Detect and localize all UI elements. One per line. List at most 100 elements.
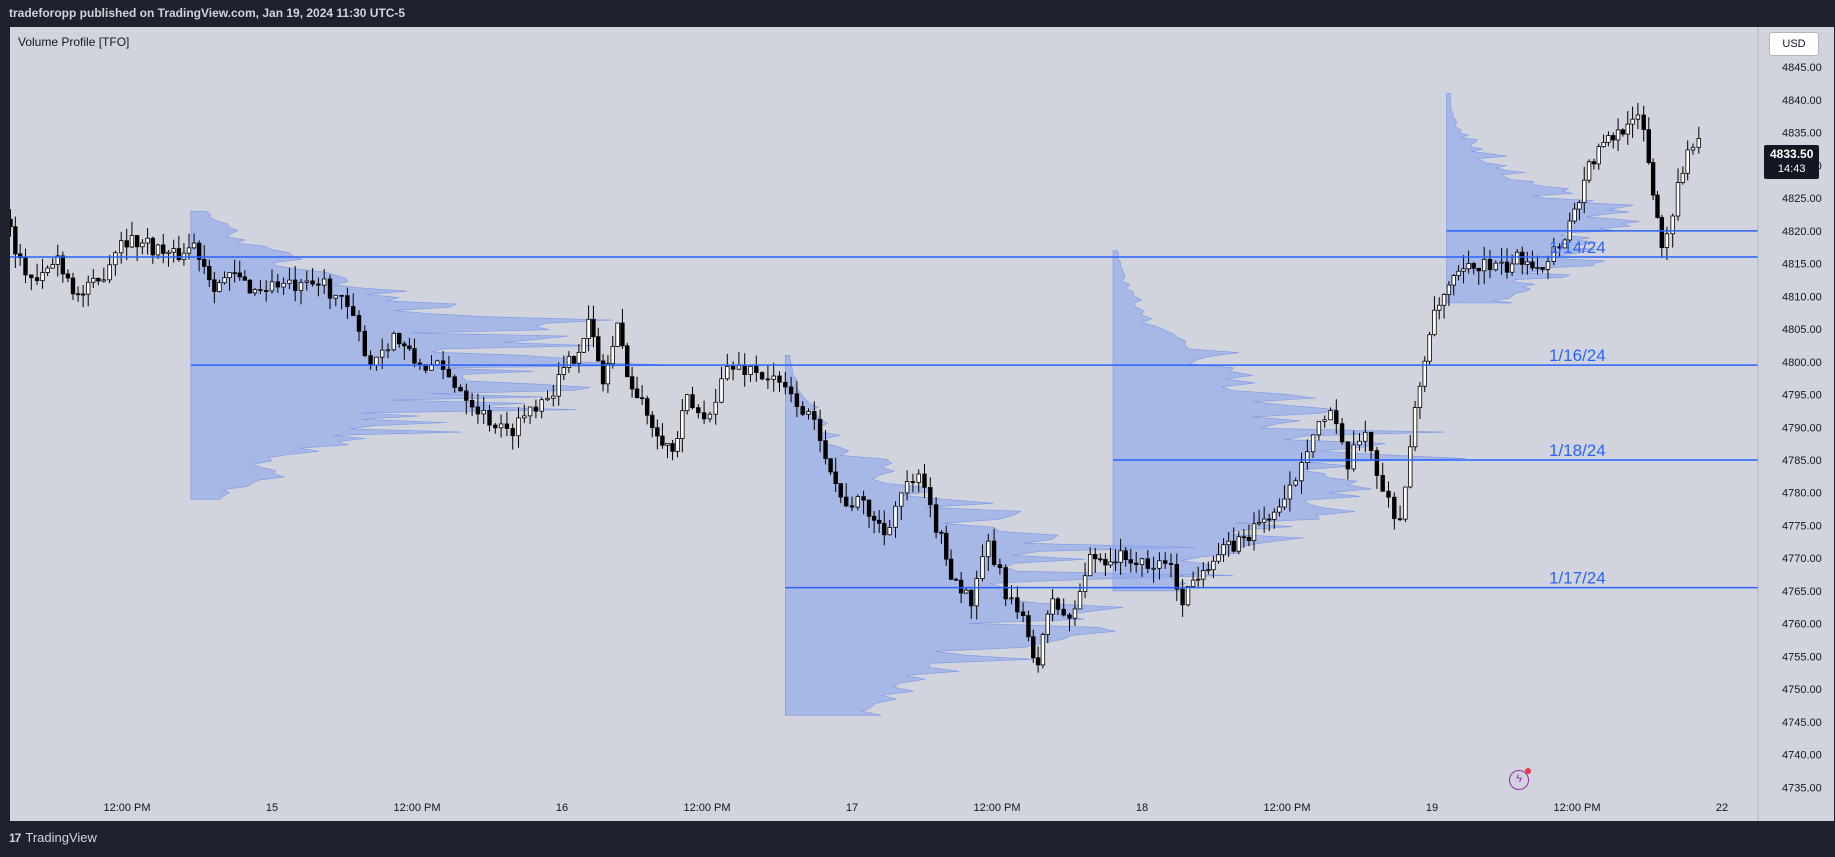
indicator-legend-label[interactable]: Volume Profile [TFO]: [18, 35, 130, 49]
candle-down: [690, 394, 695, 408]
candle-up: [887, 527, 892, 536]
candle-down: [882, 522, 887, 536]
candle-down: [1103, 558, 1108, 566]
candle-up: [1322, 419, 1327, 422]
time-tick-label: 18: [1136, 802, 1148, 814]
last-price-value: 4833.50: [1770, 147, 1814, 161]
price-tick-label: 4845.00: [1782, 62, 1822, 74]
candle-up: [1045, 613, 1050, 635]
candle-up: [1586, 161, 1592, 181]
candle-up: [1305, 451, 1310, 463]
candle-up: [1272, 511, 1277, 520]
tradingview-logo-icon: 17: [9, 830, 21, 845]
candle-up: [527, 406, 533, 417]
candle-up: [610, 346, 615, 365]
candle-up: [1670, 215, 1675, 235]
candle-up: [748, 365, 753, 375]
candle-up: [586, 318, 591, 339]
time-tick-label: 12:00 PM: [1553, 802, 1600, 814]
candle-down: [948, 558, 954, 580]
candle-down: [1397, 518, 1403, 521]
candle-down: [1386, 490, 1391, 498]
candle-down: [10, 218, 13, 228]
candle-down: [1374, 450, 1380, 476]
candle-up: [855, 496, 860, 508]
price-tick-label: 4765.00: [1782, 586, 1822, 598]
candle-down: [1380, 475, 1385, 492]
plot-layer: 1/14/24 1/16/24 1/18/24 1/17/24: [10, 93, 1758, 716]
candle-down: [1646, 129, 1651, 163]
candle-down: [817, 418, 823, 442]
price-chart[interactable]: 1/14/24 1/16/24 1/18/24 1/17/24 4845.00 4840.…: [10, 27, 1834, 821]
candle-down: [788, 386, 794, 395]
candle-down: [742, 365, 747, 375]
candle-down: [1339, 423, 1345, 443]
candle-down: [1611, 135, 1616, 141]
candle-up: [605, 363, 611, 385]
candle-up: [1625, 123, 1630, 135]
candle-down: [861, 496, 866, 501]
candle-up: [45, 267, 50, 273]
chart-area[interactable]: 1/14/24 1/16/24 1/18/24 1/17/24 4845.00 4840.…: [10, 27, 1834, 821]
candle-down: [1659, 217, 1665, 248]
candle-up: [1525, 261, 1530, 265]
candle-down: [800, 406, 805, 415]
volume-profile-3: [1112, 250, 1466, 592]
candle-up: [1514, 251, 1520, 265]
candle-up: [1108, 561, 1113, 566]
candle-up: [1072, 608, 1078, 619]
price-tick-label: 4805.00: [1782, 324, 1822, 336]
candle-down: [417, 362, 423, 365]
candle-down: [339, 294, 344, 297]
price-tick-label: 4820.00: [1782, 226, 1822, 238]
candle-down: [953, 578, 959, 581]
candle-up: [40, 272, 45, 282]
candle-up: [298, 281, 304, 291]
candle-down: [412, 348, 417, 364]
price-tick-label: 4755.00: [1782, 651, 1822, 663]
candle-down: [777, 375, 782, 383]
candle-up: [1680, 172, 1686, 184]
candle-down: [1128, 559, 1133, 564]
candle-up: [1696, 137, 1701, 148]
candle-down: [350, 306, 356, 316]
candle-up: [556, 374, 561, 397]
candle-down: [1650, 162, 1656, 196]
candle-up: [50, 264, 55, 269]
candle-up: [1545, 260, 1551, 270]
candle-up: [222, 277, 227, 284]
candle-up: [374, 356, 379, 366]
candle-up: [1226, 540, 1231, 546]
candle-down: [493, 424, 498, 429]
candle-down: [991, 540, 997, 566]
candle-down: [1026, 615, 1031, 638]
candle-up: [522, 415, 527, 419]
flash-icon[interactable]: ϟ: [1509, 768, 1531, 790]
candle-up: [1139, 558, 1145, 565]
candle-down: [150, 237, 156, 256]
candle-up: [1082, 575, 1088, 592]
candle-down: [1093, 554, 1098, 560]
candle-down: [458, 387, 463, 392]
footer-brand[interactable]: 17 TradingView: [9, 830, 97, 845]
candle-up: [1040, 634, 1046, 666]
candle-down: [237, 272, 242, 278]
candle-up: [281, 282, 286, 288]
candle-up: [1195, 578, 1201, 581]
candle-up: [713, 401, 718, 415]
candle-down: [1540, 267, 1545, 270]
time-tick-label: 12:00 PM: [103, 802, 150, 814]
candle-down: [1061, 608, 1066, 616]
candle-up: [963, 589, 969, 594]
candle-up: [1577, 202, 1582, 210]
candle-down: [487, 409, 492, 426]
price-tick-label: 4780.00: [1782, 488, 1822, 500]
candle-up: [435, 360, 440, 366]
time-tick-label: 22: [1716, 802, 1728, 814]
currency-button[interactable]: USD: [1769, 32, 1819, 56]
candle-up: [1351, 444, 1356, 470]
volume-profile-4: [1446, 93, 1640, 304]
candle-up: [1216, 554, 1221, 562]
candle-down: [783, 381, 788, 388]
candle-down: [1015, 597, 1020, 613]
